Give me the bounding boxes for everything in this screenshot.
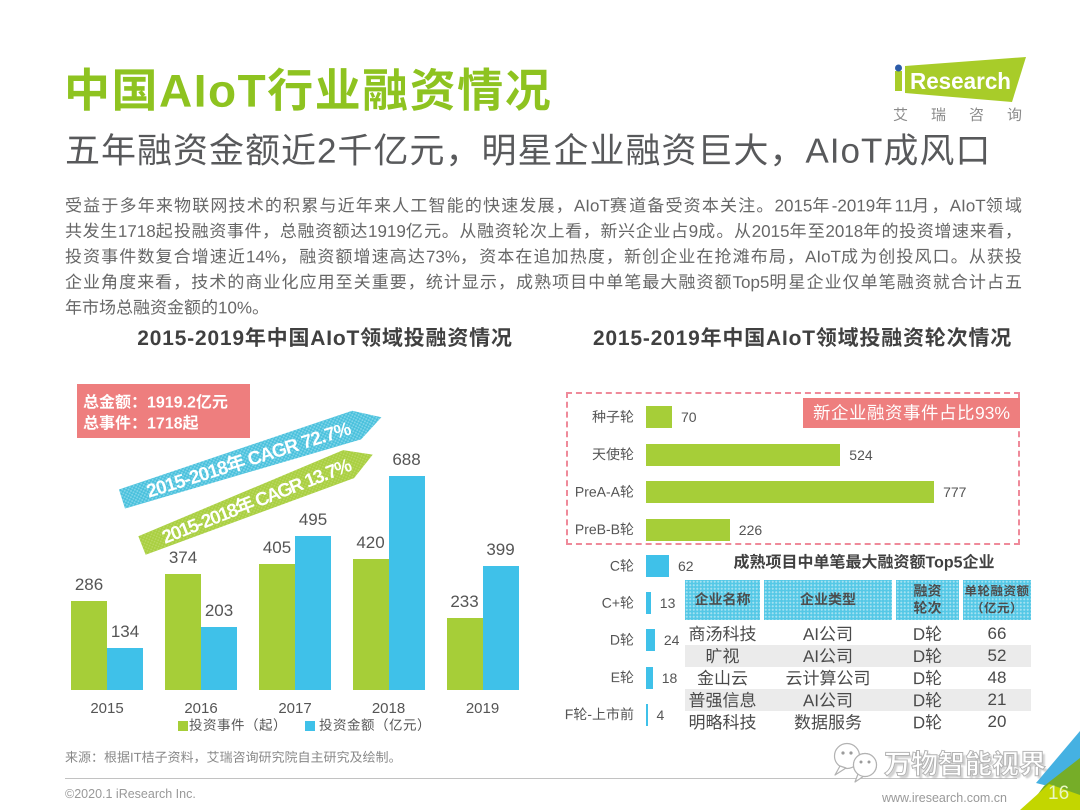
svg-text:Research: Research: [910, 68, 1011, 94]
svg-text:16: 16: [1048, 783, 1069, 804]
